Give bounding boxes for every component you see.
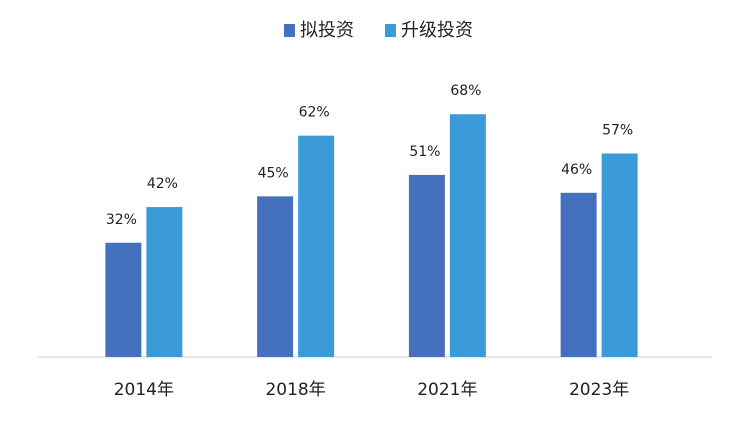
bar bbox=[105, 242, 142, 357]
legend-swatch bbox=[385, 24, 396, 37]
value-label: 42% bbox=[147, 176, 178, 192]
legend-swatch bbox=[284, 24, 295, 37]
value-label: 45% bbox=[258, 165, 289, 181]
x-tick-label: 2021年 bbox=[417, 380, 477, 400]
value-label: 51% bbox=[409, 144, 440, 160]
x-tick-label: 2023年 bbox=[569, 380, 629, 400]
value-label: 57% bbox=[602, 123, 633, 139]
bar bbox=[449, 114, 486, 358]
value-label: 32% bbox=[106, 212, 137, 228]
value-label: 62% bbox=[299, 105, 330, 121]
x-tick-label: 2018年 bbox=[265, 380, 325, 400]
value-label: 46% bbox=[561, 162, 592, 178]
bar bbox=[257, 196, 294, 357]
bar bbox=[298, 135, 335, 357]
legend-label: 拟投资 bbox=[300, 20, 354, 41]
x-tick-label: 2014年 bbox=[114, 380, 174, 400]
bar bbox=[408, 174, 445, 357]
legend-label: 升级投资 bbox=[401, 20, 473, 41]
bar bbox=[146, 207, 183, 357]
bar bbox=[601, 153, 638, 357]
value-label: 68% bbox=[450, 83, 481, 99]
bar bbox=[560, 192, 597, 357]
